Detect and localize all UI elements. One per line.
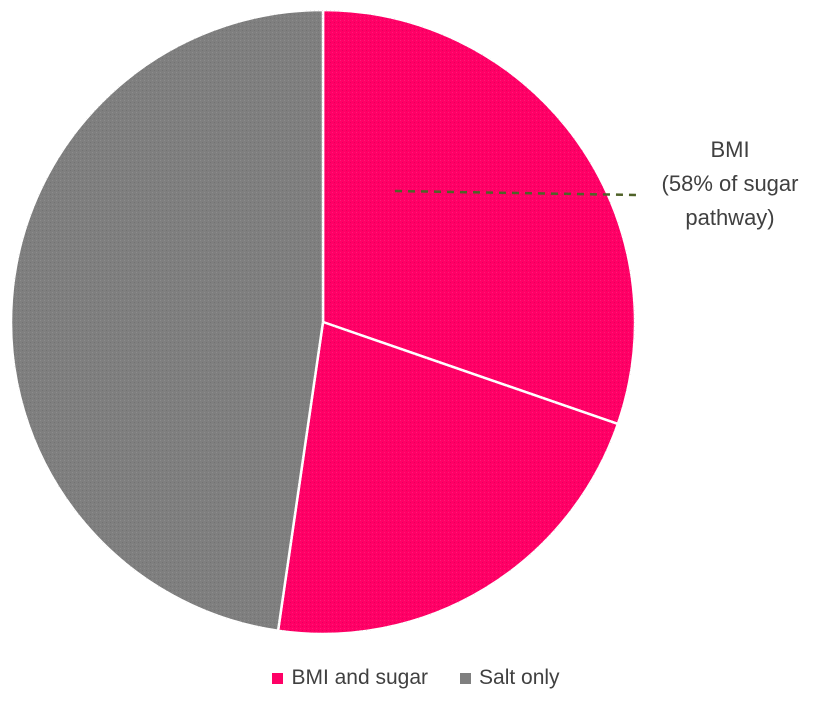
legend-item-salt-only: Salt only xyxy=(460,666,560,690)
pie-slice-texture-1 xyxy=(278,322,618,634)
legend: BMI and sugar Salt only xyxy=(0,666,832,690)
bmi-callout: BMI (58% of sugar pathway) xyxy=(640,133,820,235)
pie-slices xyxy=(9,8,637,636)
legend-label-salt-only: Salt only xyxy=(479,666,560,689)
legend-label-bmi-and-sugar: BMI and sugar xyxy=(291,666,429,689)
callout-line-1: BMI xyxy=(710,137,750,162)
legend-swatch-salt-only xyxy=(460,672,472,684)
legend-item-bmi-and-sugar: BMI and sugar xyxy=(272,666,428,690)
legend-swatch-bmi-and-sugar xyxy=(272,672,284,684)
pie-slice-texture-2 xyxy=(10,10,324,631)
callout-line-2: (58% of sugar xyxy=(661,171,799,196)
callout-line-3: pathway) xyxy=(685,205,775,230)
callout-leader-line xyxy=(394,189,638,197)
pie-slice-texture-0 xyxy=(323,10,635,424)
